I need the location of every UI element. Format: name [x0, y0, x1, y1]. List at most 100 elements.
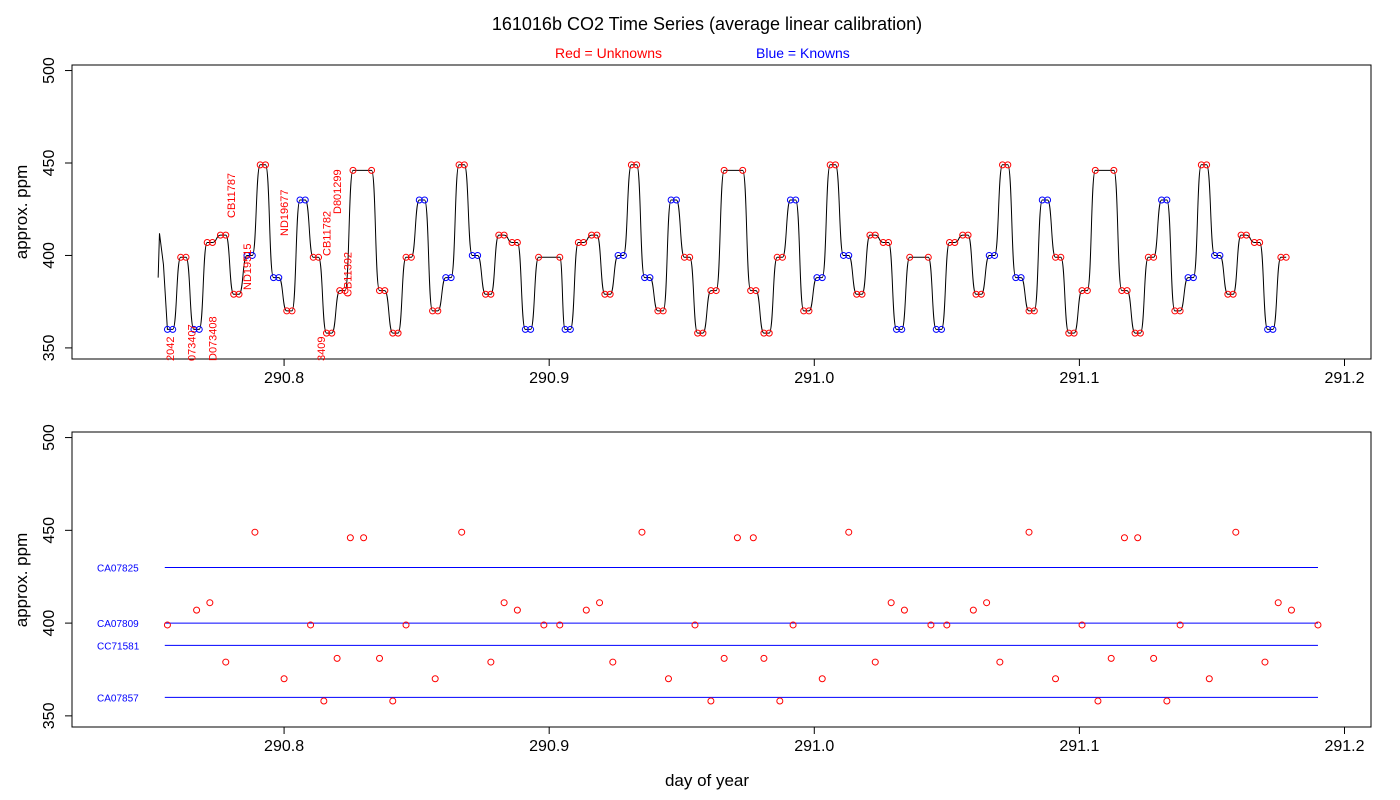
known-marker: [442, 274, 450, 282]
top-x-tick-label: 291.2: [1324, 370, 1364, 387]
unknown-point: [320, 697, 328, 705]
bottom-x-tick-label: 291.0: [794, 738, 834, 755]
unknown-marker: [1070, 329, 1078, 337]
top-y-tick-label: 450: [41, 150, 58, 177]
unknown-marker: [341, 287, 349, 295]
unknown-point: [1078, 621, 1086, 629]
unknown-point: [1176, 621, 1184, 629]
unknown-marker: [633, 161, 641, 169]
unknown-marker: [1083, 287, 1091, 295]
sample-id-label: CB11787: [226, 173, 238, 218]
unknown-point: [458, 528, 466, 536]
unknown-point: [664, 675, 672, 683]
known-marker: [248, 251, 256, 259]
bottom-x-tick-label: 290.8: [264, 738, 304, 755]
top-panel-plot: 290.8 290.9 291.0 291.1 291.2 350 400 450 500 204…: [41, 57, 1365, 387]
unknown-marker: [1030, 307, 1038, 315]
unknown-marker: [885, 239, 893, 247]
unknown-point: [206, 599, 214, 607]
unknown-marker: [309, 253, 317, 261]
known-marker: [1189, 274, 1197, 282]
unknown-marker: [752, 287, 760, 295]
unknown-point: [307, 621, 315, 629]
unknown-marker: [556, 253, 564, 261]
known-marker: [163, 325, 171, 333]
unknown-marker: [853, 290, 861, 298]
unknown-marker: [182, 253, 190, 261]
unknown-marker: [328, 329, 336, 337]
unknown-marker: [1242, 231, 1250, 239]
unknown-marker: [1203, 161, 1211, 169]
known-marker: [932, 325, 940, 333]
unknown-marker: [858, 290, 866, 298]
sample-id-label: CB11392: [343, 252, 355, 297]
known-marker: [275, 274, 283, 282]
known-marker: [561, 325, 569, 333]
unknown-point: [1025, 528, 1033, 536]
standard-label: CA07825: [97, 563, 139, 574]
unknown-marker: [216, 231, 224, 239]
known-marker: [269, 274, 277, 282]
unknown-marker: [831, 161, 839, 169]
unknown-marker: [879, 239, 887, 247]
unknown-marker: [429, 307, 437, 315]
unknown-point: [540, 621, 548, 629]
unknown-marker: [394, 329, 402, 337]
standard-label: CC71581: [97, 641, 140, 652]
unknown-marker: [580, 239, 588, 247]
sample-id-label: 2042: [165, 337, 177, 361]
unknown-marker: [455, 161, 463, 169]
unknown-marker: [686, 253, 694, 261]
unknown-marker: [999, 161, 1007, 169]
unknown-marker: [1224, 290, 1232, 298]
known-marker: [521, 325, 529, 333]
unknown-marker: [235, 290, 243, 298]
unknown-marker: [203, 239, 211, 247]
unknown-point: [996, 658, 1004, 666]
unknown-marker: [1229, 290, 1237, 298]
unknown-point: [733, 534, 741, 542]
unknown-marker: [460, 161, 468, 169]
top-plot-frame: [71, 64, 1372, 360]
unknown-marker: [513, 239, 521, 247]
co2-trace-line: [157, 164, 1287, 334]
known-marker: [1216, 251, 1224, 259]
unknown-marker: [945, 239, 953, 247]
unknown-point: [789, 621, 797, 629]
known-marker: [301, 196, 309, 204]
unknown-marker: [805, 307, 813, 315]
unknown-point: [500, 599, 508, 607]
known-marker: [527, 325, 535, 333]
unknown-point: [1052, 675, 1060, 683]
known-marker: [195, 325, 203, 333]
unknown-marker: [1250, 239, 1258, 247]
unknown-point: [1134, 534, 1142, 542]
unknown-marker: [699, 329, 707, 337]
standard-label: CA07809: [97, 619, 139, 630]
sample-id-label: ND19677: [279, 190, 291, 236]
unknown-marker: [866, 231, 874, 239]
unknown-point: [582, 606, 590, 614]
known-marker: [818, 274, 826, 282]
unknown-marker: [1171, 307, 1179, 315]
unknown-point: [969, 606, 977, 614]
unknown-point: [280, 675, 288, 683]
unknown-point: [818, 675, 826, 683]
known-marker: [786, 196, 794, 204]
known-marker: [641, 274, 649, 282]
unknown-marker: [871, 231, 879, 239]
unknown-marker: [381, 287, 389, 295]
unknown-marker: [1110, 166, 1118, 174]
unknown-point: [887, 599, 895, 607]
unknown-point: [222, 658, 230, 666]
known-marker: [468, 251, 476, 259]
unknown-point: [720, 654, 728, 662]
unknown-marker: [1065, 329, 1073, 337]
unknown-marker: [1144, 253, 1152, 261]
unknown-marker: [712, 287, 720, 295]
unknown-point: [749, 534, 757, 542]
top-x-tick-label: 291.0: [794, 370, 834, 387]
unknown-marker: [1282, 253, 1290, 261]
known-marker: [1163, 196, 1171, 204]
unknown-marker: [376, 287, 384, 295]
